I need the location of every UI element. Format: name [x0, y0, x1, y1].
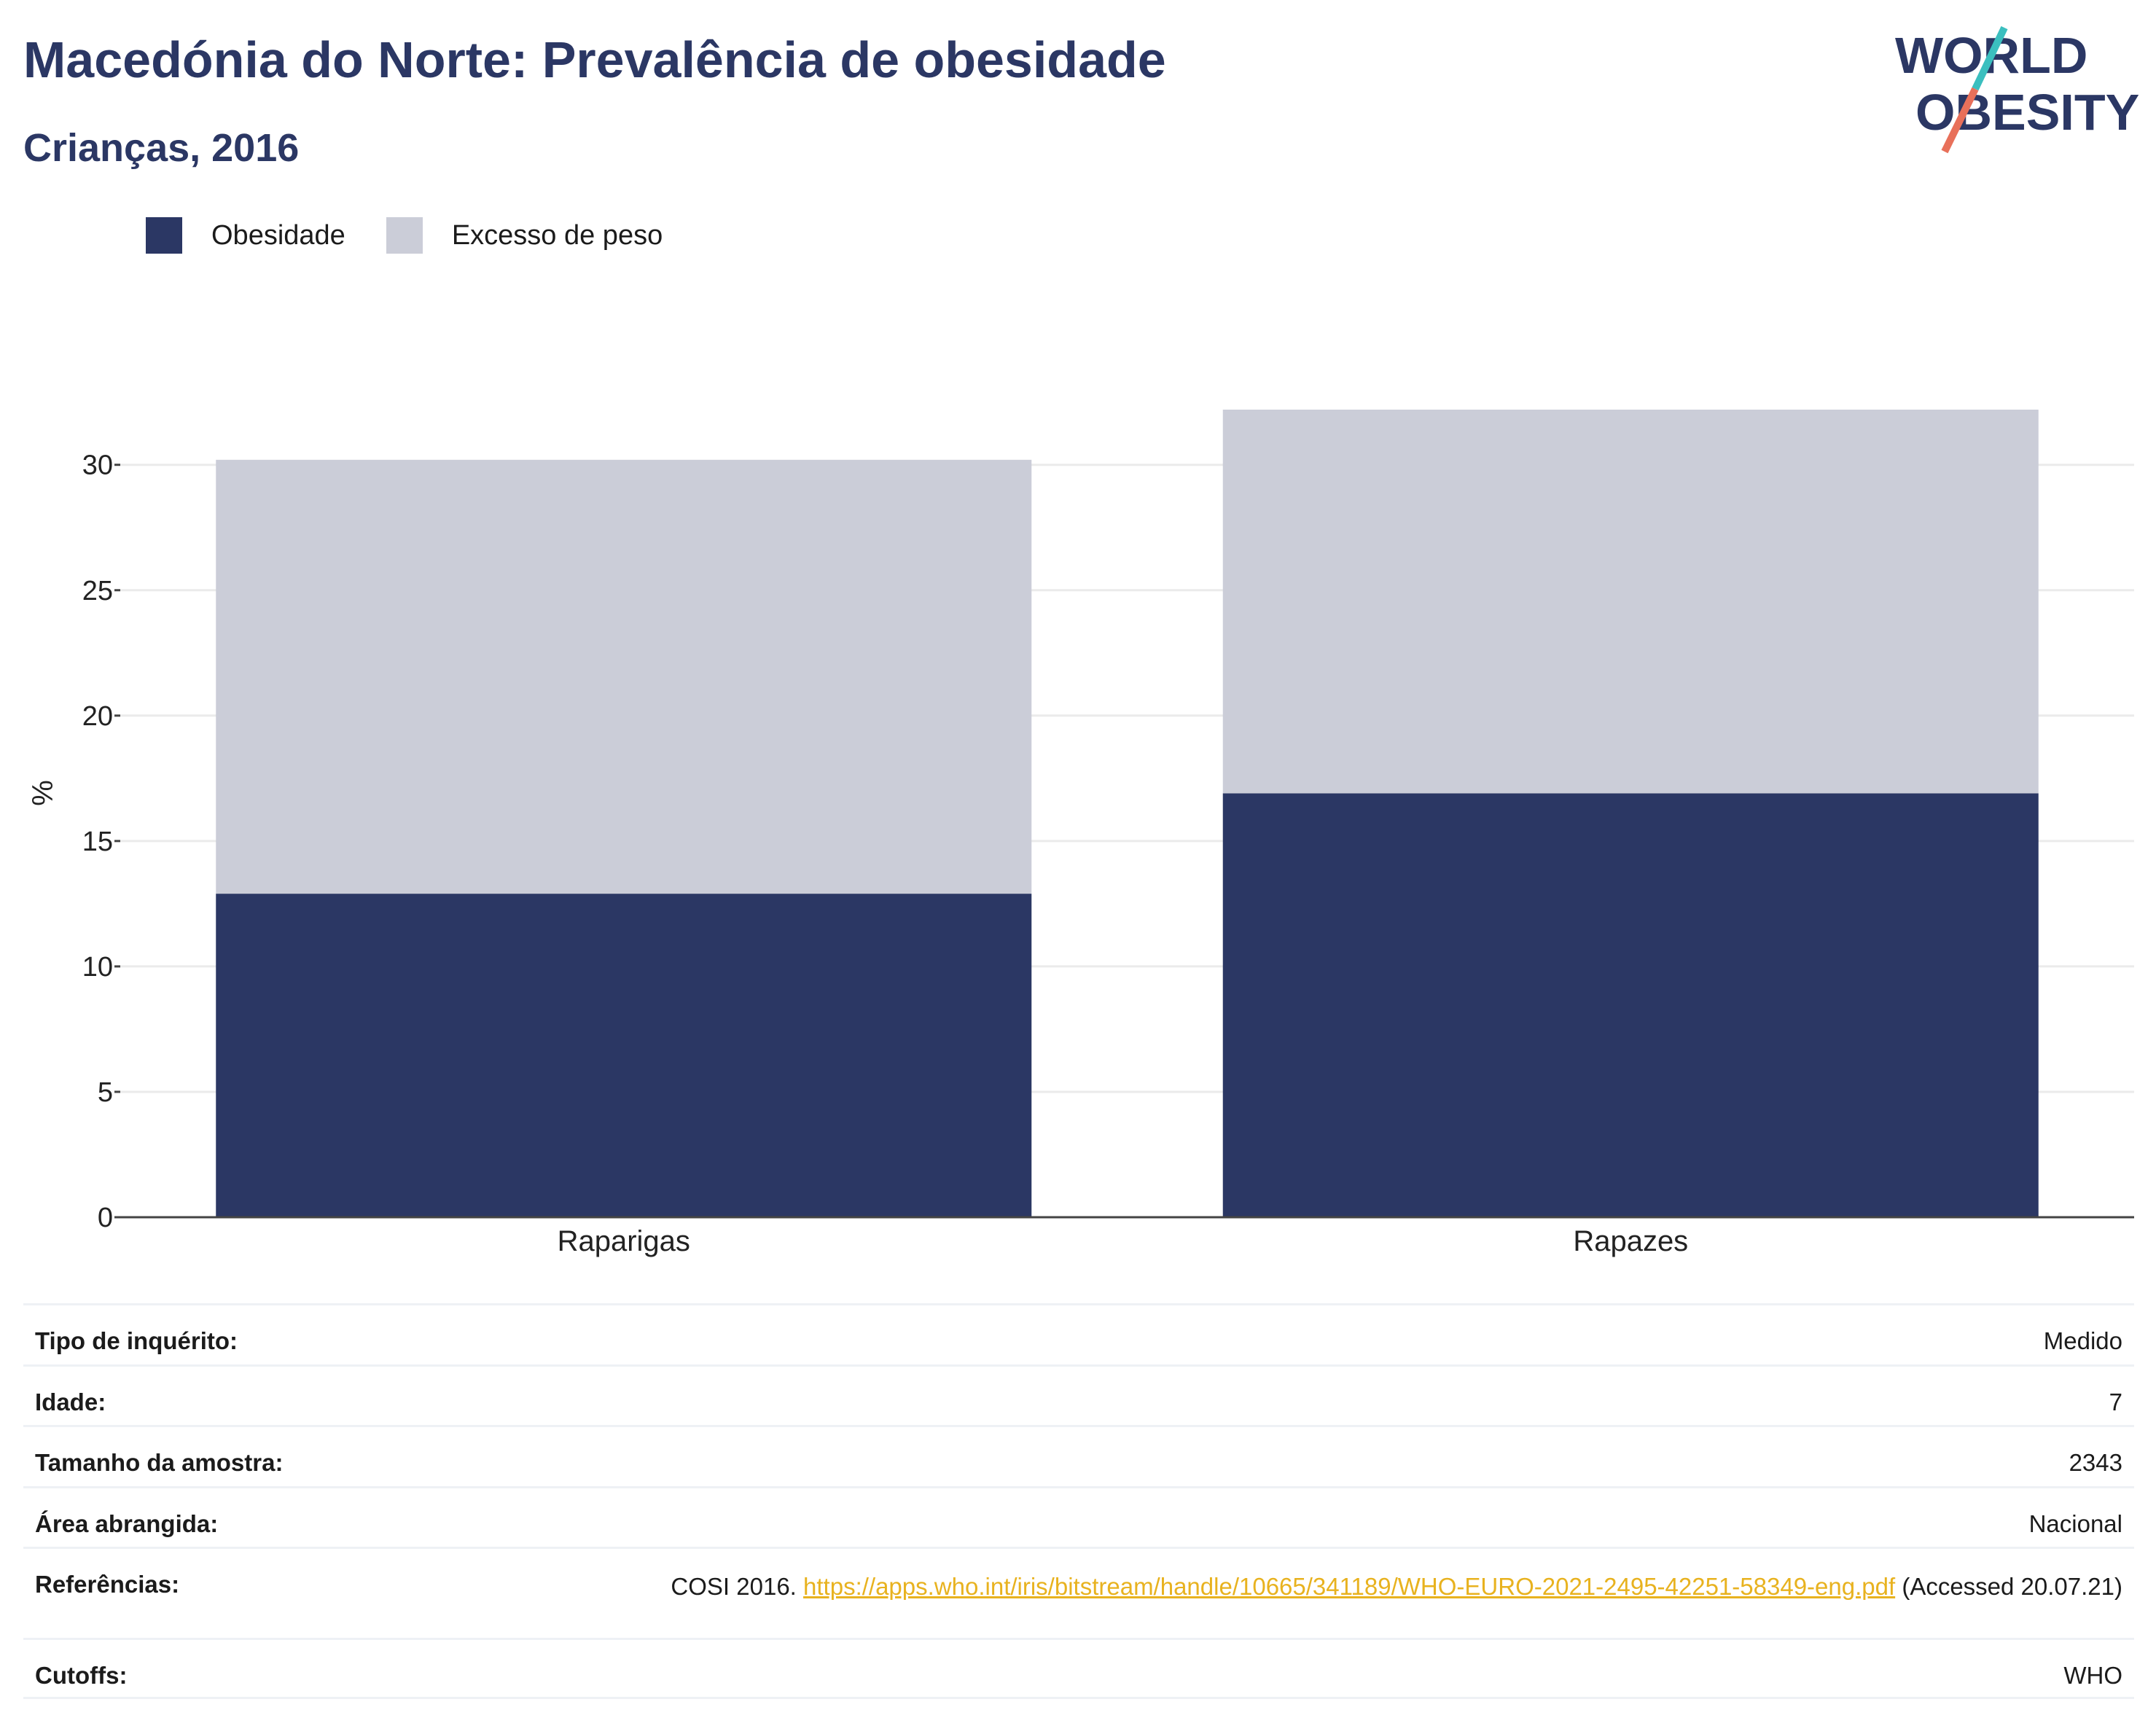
info-value: Nacional — [2028, 1510, 2122, 1537]
world-obesity-logo: WORLD OBESITY — [1895, 26, 2139, 154]
x-tick-label: Raparigas — [558, 1225, 690, 1257]
info-row-cutoffs: Cutoffs: WHO — [23, 1638, 2134, 1699]
logo-slash-bottom — [1941, 87, 1979, 154]
legend-swatch-obesidade — [146, 217, 182, 254]
bar-obesidade-rapazes — [1222, 793, 2039, 1217]
info-value: 7 — [2109, 1389, 2122, 1415]
info-label: Referências: — [35, 1571, 180, 1598]
chart-title: Macedónia do Norte: Prevalência de obesi… — [23, 31, 1166, 88]
legend-item-obesidade[interactable]: Obesidade — [146, 217, 345, 254]
reference-link[interactable]: https://apps.who.int/iris/bitstream/hand… — [803, 1573, 1896, 1600]
y-tick-label: 5 — [98, 1077, 113, 1108]
info-value: 2343 — [2069, 1449, 2122, 1476]
bar-obesidade-raparigas — [216, 894, 1032, 1217]
info-table: Tipo de inquérito: Medido Idade: 7 Taman… — [23, 1303, 2134, 1699]
reference-suffix: (Accessed 20.07.21) — [1895, 1573, 2122, 1600]
info-row-references: Referências: COSI 2016. https://apps.who… — [23, 1547, 2134, 1638]
y-tick-label: 20 — [82, 701, 113, 732]
info-value: WHO — [2063, 1662, 2122, 1689]
info-row-survey-type: Tipo de inquérito: Medido — [23, 1303, 2134, 1364]
info-value: Medido — [2043, 1327, 2122, 1354]
legend-label-excesso-de-peso: Excesso de peso — [451, 219, 663, 251]
bar-chart: 0 5 10 15 20 25 30% Raparigas Rapazes — [27, 410, 2134, 1257]
info-row-area: Área abrangida: Nacional — [23, 1486, 2134, 1547]
bar-excesso-de-peso-raparigas — [216, 459, 1032, 894]
chart-subtitle: Crianças, 2016 — [23, 126, 300, 170]
y-axis-label: % — [27, 780, 59, 806]
info-label: Área abrangida: — [35, 1510, 219, 1537]
info-value-references: COSI 2016. https://apps.who.int/iris/bit… — [671, 1571, 2122, 1603]
y-tick-label: 0 — [98, 1203, 113, 1233]
legend-item-excesso-de-peso[interactable]: Excesso de peso — [386, 217, 663, 254]
reference-prefix: COSI 2016. — [671, 1573, 804, 1600]
legend-label-obesidade: Obesidade — [211, 219, 345, 251]
info-label: Tipo de inquérito: — [35, 1327, 238, 1354]
info-label: Idade: — [35, 1389, 106, 1415]
info-row-sample-size: Tamanho da amostra: 2343 — [23, 1425, 2134, 1486]
info-label: Cutoffs: — [35, 1662, 128, 1689]
y-tick-label: 15 — [82, 827, 113, 857]
logo-slash-top — [1972, 26, 2008, 91]
y-tick-label: 10 — [82, 952, 113, 983]
info-label: Tamanho da amostra: — [35, 1449, 284, 1476]
legend-swatch-excesso-de-peso — [386, 217, 423, 254]
y-tick-label: 25 — [82, 576, 113, 606]
chart-legend: Obesidade Excesso de peso — [146, 217, 703, 254]
x-tick-label: Rapazes — [1573, 1225, 1688, 1257]
y-tick-label: 30 — [82, 450, 113, 481]
info-row-age: Idade: 7 — [23, 1364, 2134, 1425]
bar-excesso-de-peso-rapazes — [1222, 410, 2039, 794]
